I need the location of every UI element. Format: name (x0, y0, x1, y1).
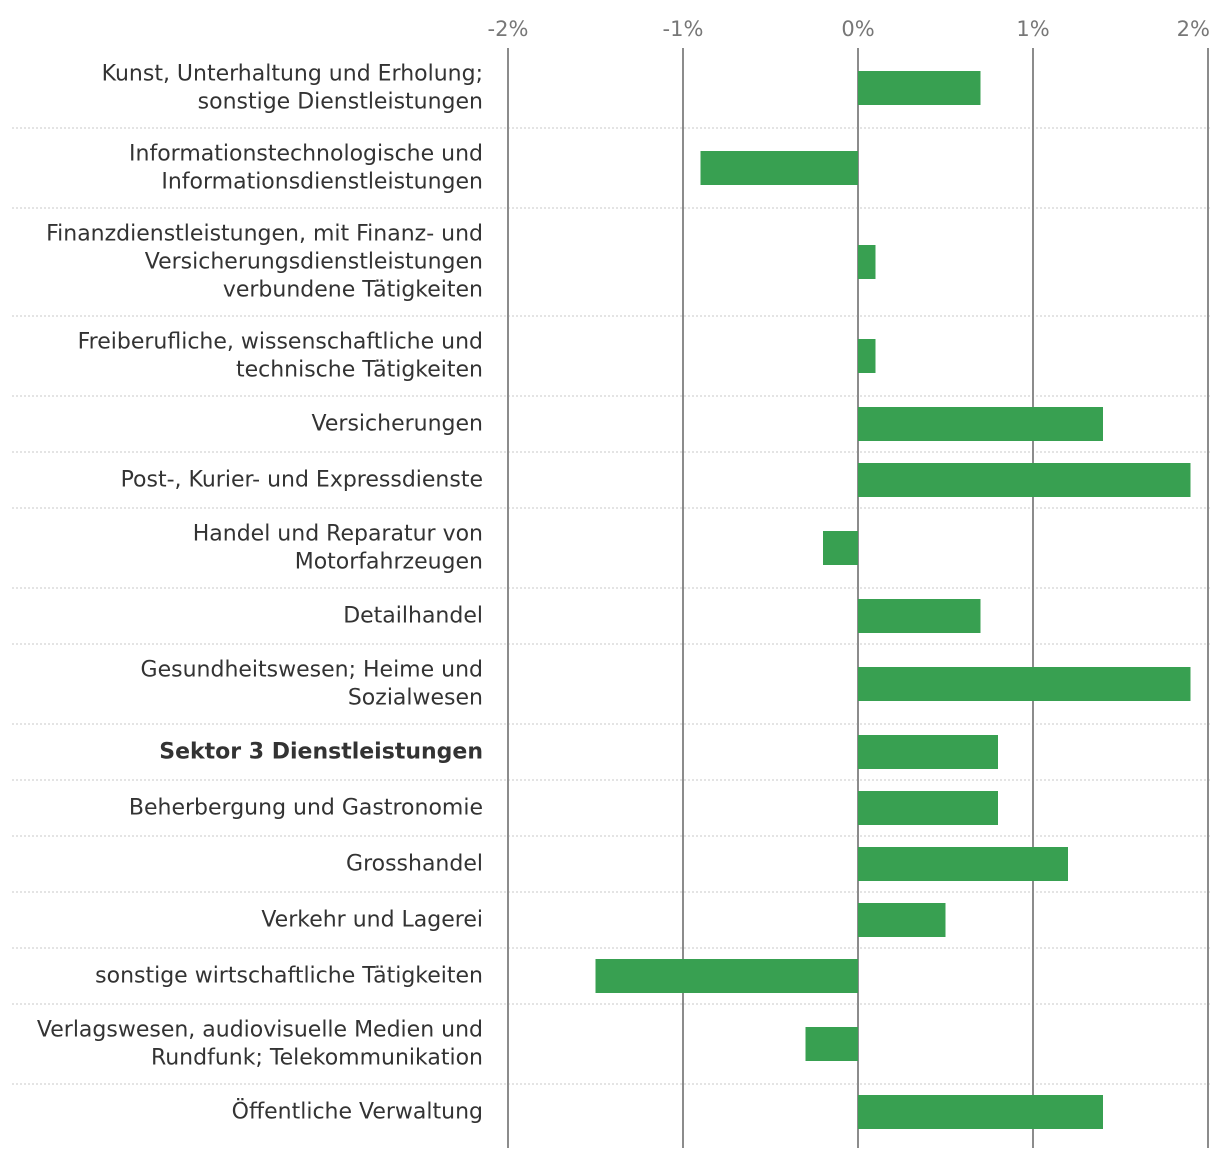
category-label: Sektor 3 Dienstleistungen (159, 740, 483, 765)
category-label: sonstige Dienstleistungen (198, 90, 483, 115)
bar (858, 791, 998, 825)
bar (858, 339, 876, 373)
category-label: technische Tätigkeiten (236, 358, 483, 383)
x-tick-label: 2% (1177, 17, 1210, 41)
category-label: Verlagswesen, audiovisuelle Medien und (37, 1018, 483, 1043)
bar (858, 463, 1191, 497)
category-label: Finanzdienstleistungen, mit Finanz- und (46, 222, 483, 247)
category-label: Kunst, Unterhaltung und Erholung; (102, 62, 483, 87)
category-label: Öffentliche Verwaltung (232, 1099, 483, 1125)
category-label: Post-, Kurier- und Expressdienste (121, 468, 483, 493)
x-tick-label: 1% (1016, 17, 1049, 41)
category-label: sonstige wirtschaftliche Tätigkeiten (95, 964, 483, 989)
category-label: Beherbergung und Gastronomie (129, 796, 483, 821)
category-label: Verkehr und Lagerei (261, 908, 483, 933)
category-label: Freiberufliche, wissenschaftliche und (78, 330, 483, 355)
x-tick-labels: -2% -1% 0% 1% 2% (488, 17, 1210, 41)
bar (858, 245, 876, 279)
x-tick-label: 0% (841, 17, 874, 41)
category-label: Motorfahrzeugen (295, 550, 483, 575)
category-labels: Kunst, Unterhaltung und Erholung; sonstig… (37, 62, 483, 1125)
bar (858, 599, 981, 633)
bar (858, 735, 998, 769)
category-label: Informationsdienstleistungen (161, 170, 483, 195)
category-label: Grosshandel (346, 852, 483, 877)
bar (805, 1027, 858, 1061)
category-label: Versicherungsdienstleistungen (145, 250, 483, 275)
category-label: Handel und Reparatur von (193, 522, 483, 547)
bar (823, 531, 858, 565)
category-label: Detailhandel (343, 604, 483, 629)
x-tick-label: -2% (488, 17, 529, 41)
category-label: Rundfunk; Telekommunikation (151, 1046, 483, 1071)
category-label: verbundene Tätigkeiten (223, 278, 483, 303)
bars (595, 71, 1191, 1129)
bar (858, 903, 946, 937)
category-label: Versicherungen (312, 412, 483, 437)
bar (858, 71, 981, 105)
bar (858, 847, 1068, 881)
bar (595, 959, 858, 993)
bar (858, 407, 1103, 441)
x-tick-label: -1% (663, 17, 704, 41)
category-label: Gesundheitswesen; Heime und (141, 658, 483, 683)
bar (858, 667, 1191, 701)
category-label: Sozialwesen (348, 686, 483, 711)
bar (858, 1095, 1103, 1129)
bar (700, 151, 858, 185)
category-label: Informationstechnologische und (129, 142, 483, 167)
